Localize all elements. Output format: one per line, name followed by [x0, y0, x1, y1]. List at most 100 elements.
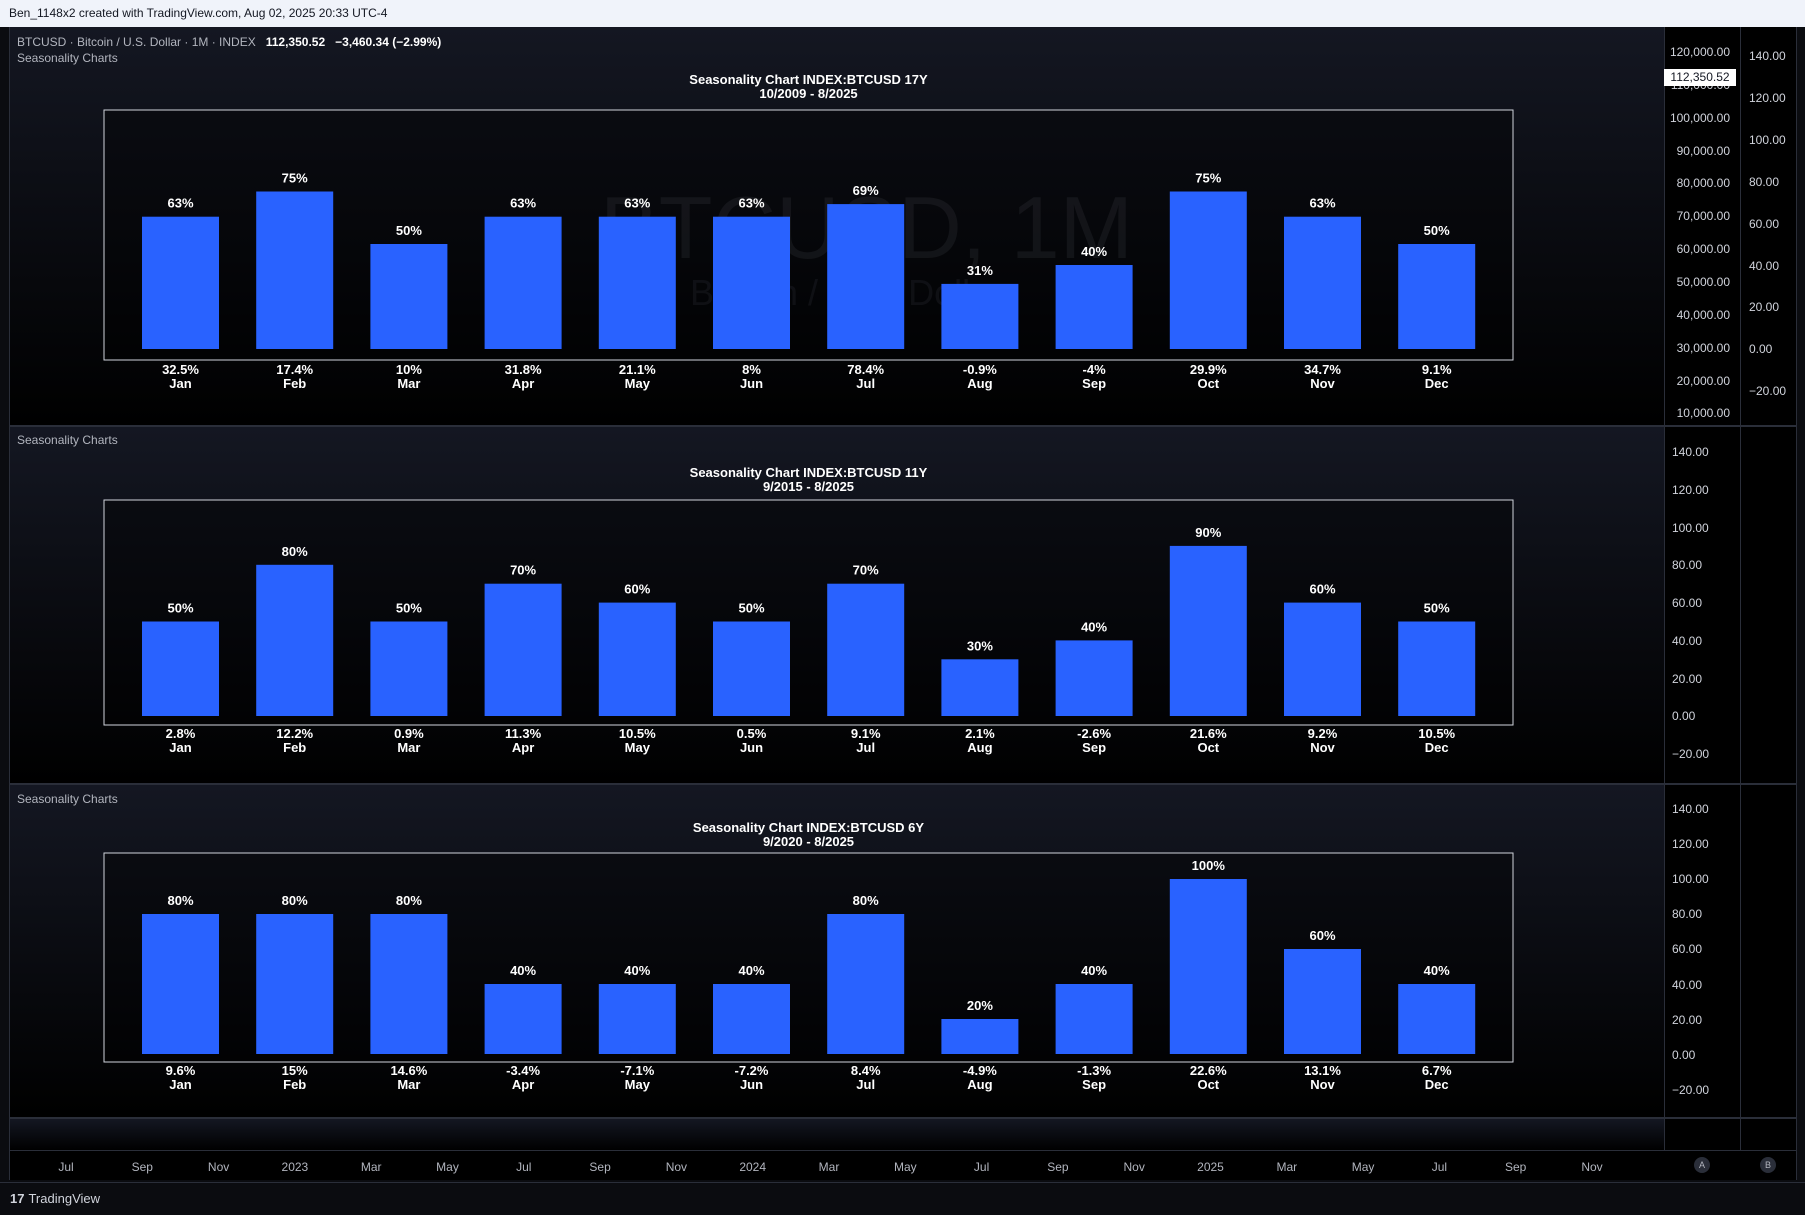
- time-tick-label: 2023: [281, 1160, 309, 1174]
- bar-value-label: 63%: [738, 196, 764, 211]
- bar-may: [598, 216, 676, 349]
- bar-jul: [827, 914, 905, 1054]
- bar-jul: [827, 583, 905, 716]
- indicator-tick-label: 140.00: [1672, 802, 1709, 816]
- footer: 17 TradingView: [0, 1182, 1805, 1215]
- indicator-tick-label: 40.00: [1672, 633, 1703, 648]
- time-tick-label: Mar: [360, 1160, 382, 1174]
- bar-apr: [484, 216, 562, 349]
- log-scale-button[interactable]: B: [1760, 1157, 1776, 1173]
- bar-nov: [1284, 949, 1361, 1054]
- bar-value-label: 40%: [738, 963, 764, 978]
- month-label: Nov: [1310, 740, 1335, 755]
- tradingview-brand: TradingView: [28, 1191, 101, 1206]
- indicator-tick-label: −20.00: [1749, 384, 1787, 399]
- bar-value-label: 80%: [396, 893, 422, 908]
- auto-scale-button[interactable]: A: [1694, 1157, 1710, 1173]
- avg-return-label: 0.5%: [737, 726, 767, 741]
- month-label: Apr: [512, 376, 534, 391]
- avg-return-label: -2.6%: [1077, 726, 1111, 741]
- indicator-tick-label: 60.00: [1749, 216, 1780, 231]
- bar-value-label: 100%: [1192, 858, 1226, 873]
- bar-value-label: 60%: [1309, 582, 1335, 597]
- month-label: Jan: [169, 740, 191, 755]
- month-label: Feb: [283, 740, 306, 755]
- pane-separator[interactable]: [10, 783, 1796, 785]
- month-label: Jan: [169, 1077, 191, 1092]
- indicator-tick-label: 80.00: [1749, 174, 1780, 189]
- symbol-legend[interactable]: BTCUSD · Bitcoin / U.S. Dollar · 1M · IN…: [17, 35, 441, 49]
- avg-return-label: -1.3%: [1077, 1063, 1111, 1078]
- chart-title: Seasonality Chart INDEX:BTCUSD 11Y: [690, 465, 928, 480]
- bar-jan: [142, 621, 219, 716]
- avg-return-label: 17.4%: [276, 362, 313, 377]
- month-label: Oct: [1197, 740, 1219, 755]
- bar-aug: [941, 283, 1019, 349]
- symbol-description: BTCUSD · Bitcoin / U.S. Dollar · 1M · IN…: [17, 35, 256, 49]
- bar-value-label: 80%: [282, 544, 308, 559]
- month-label: Jun: [740, 1077, 763, 1092]
- indicator-legend-3[interactable]: Seasonality Charts: [17, 792, 118, 806]
- month-label: Sep: [1082, 1077, 1106, 1092]
- chart-subtitle: 10/2009 - 8/2025: [759, 86, 857, 101]
- bar-jun: [713, 216, 790, 349]
- bar-may: [598, 602, 676, 716]
- avg-return-label: -3.4%: [506, 1063, 540, 1078]
- avg-return-label: 12.2%: [276, 726, 313, 741]
- avg-return-label: 10.5%: [1418, 726, 1455, 741]
- time-tick-label: Sep: [1047, 1160, 1069, 1174]
- time-tick-label: May: [893, 1160, 917, 1174]
- pane-separator[interactable]: [10, 425, 1796, 427]
- indicator-legend-2[interactable]: Seasonality Charts: [17, 433, 118, 447]
- time-tick-label: Sep: [131, 1160, 153, 1174]
- indicator-tick-label: 120.00: [1672, 482, 1709, 497]
- indicator-tick-label: 0.00: [1672, 1047, 1696, 1062]
- time-axis[interactable]: [10, 1150, 1796, 1180]
- month-label: May: [625, 740, 651, 755]
- avg-return-label: -7.2%: [735, 1063, 769, 1078]
- indicator-scale[interactable]: [1741, 27, 1796, 1150]
- last-price: 112,350.52: [265, 35, 326, 49]
- month-label: Nov: [1310, 376, 1335, 391]
- bar-value-label: 50%: [396, 223, 422, 238]
- indicator-legend-1[interactable]: Seasonality Charts: [17, 51, 118, 65]
- avg-return-label: 32.5%: [162, 362, 199, 377]
- bar-sep: [1055, 640, 1133, 716]
- bar-value-label: 40%: [510, 963, 536, 978]
- bar-value-label: 40%: [1081, 963, 1107, 978]
- bar-value-label: 63%: [624, 196, 650, 211]
- bar-value-label: 50%: [738, 601, 764, 616]
- bar-feb: [256, 914, 334, 1054]
- bar-jul: [827, 204, 905, 349]
- avg-return-label: 13.1%: [1304, 1063, 1341, 1078]
- avg-return-label: 9.2%: [1308, 726, 1338, 741]
- bar-jun: [713, 984, 790, 1054]
- month-label: Jul: [856, 376, 875, 391]
- indicator-tick-label: 100.00: [1749, 132, 1786, 147]
- price-scale[interactable]: [1665, 27, 1740, 1150]
- avg-return-label: 31.8%: [505, 362, 542, 377]
- indicator-tick-label: 60.00: [1672, 596, 1703, 610]
- bar-value-label: 20%: [967, 998, 993, 1013]
- pane-separator[interactable]: [10, 1117, 1796, 1119]
- price-tick-label: 90,000.00: [1676, 143, 1730, 158]
- tradingview-logo[interactable]: 17 TradingView: [10, 1191, 100, 1206]
- indicator-tick-label: −20.00: [1672, 1082, 1710, 1097]
- bar-value-label: 63%: [1309, 196, 1335, 211]
- time-tick-label: Nov: [1123, 1160, 1145, 1174]
- price-tick-label: 30,000.00: [1676, 340, 1730, 355]
- avg-return-label: 14.6%: [390, 1063, 427, 1078]
- avg-return-label: -4.9%: [963, 1063, 997, 1078]
- time-tick-label: Jul: [1431, 1160, 1448, 1174]
- snapshot-caption: Ben_1148x2 created with TradingView.com,…: [0, 0, 1805, 27]
- bar-sep: [1055, 265, 1133, 349]
- indicator-tick-label: 20.00: [1749, 300, 1780, 315]
- time-tick-label: Nov: [665, 1160, 688, 1174]
- indicator-tick-label: 120.00: [1749, 90, 1786, 105]
- bar-value-label: 90%: [1195, 525, 1221, 540]
- avg-return-label: 11.3%: [505, 726, 542, 741]
- bar-value-label: 60%: [624, 582, 650, 597]
- chart-subtitle: 9/2015 - 8/2025: [763, 479, 854, 494]
- month-label: Aug: [967, 1077, 992, 1092]
- indicator-tick-label: 0.00: [1749, 342, 1773, 357]
